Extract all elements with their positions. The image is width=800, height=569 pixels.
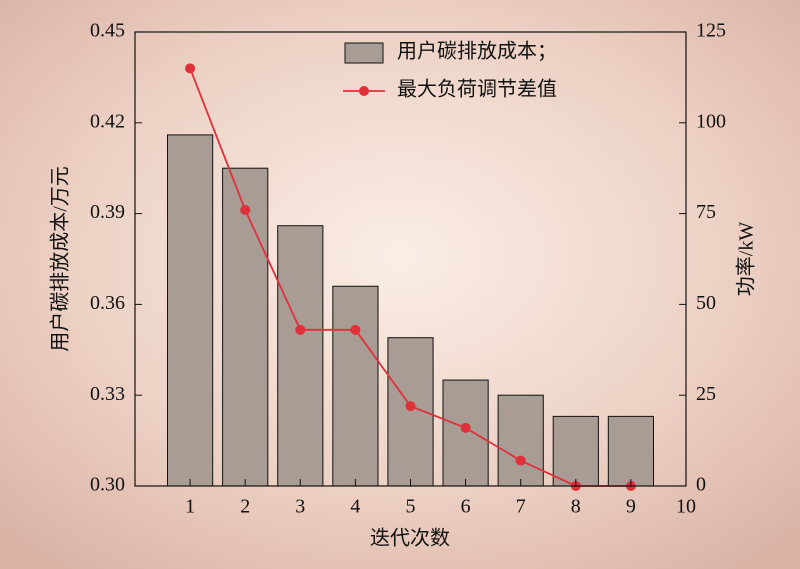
x-tick-label: 4 [350, 496, 360, 518]
legend-marker [359, 86, 369, 96]
x-tick-label: 7 [516, 496, 526, 518]
line-marker [460, 422, 471, 433]
x-axis-label: 迭代次数 [370, 527, 450, 550]
bar [497, 394, 544, 487]
y-tick-label: 0.42 [90, 110, 125, 132]
bar [332, 285, 379, 487]
y2-tick-label: 125 [696, 20, 726, 42]
legend-label: 最大负荷调节差值 [397, 78, 557, 101]
bar [222, 167, 269, 487]
y-tick-label: 0.39 [90, 201, 125, 223]
x-tick-label: 5 [406, 496, 416, 518]
bar [442, 379, 489, 487]
line-marker [185, 63, 196, 74]
bar [167, 134, 214, 487]
bar [277, 225, 324, 487]
x-tick-label: 2 [240, 496, 250, 518]
x-tick-label: 8 [571, 496, 581, 518]
x-tick-label: 10 [676, 496, 696, 518]
y-axis-label: 用户碳排放成本/万元 [49, 166, 72, 352]
y2-tick-label: 50 [696, 292, 716, 314]
line-marker [240, 204, 251, 215]
y2-tick-label: 25 [696, 383, 716, 405]
bar [552, 415, 599, 487]
y2-tick-label: 0 [696, 474, 706, 496]
legend-swatch [344, 42, 384, 64]
y2-tick-label: 100 [696, 110, 726, 132]
bar [607, 415, 654, 487]
x-tick-label: 9 [626, 496, 636, 518]
line-marker [515, 455, 526, 466]
line-marker [405, 401, 416, 412]
y2-axis-label: 功率/kW [735, 222, 758, 297]
x-tick-label: 1 [185, 496, 195, 518]
line-marker [350, 324, 361, 335]
legend-label: 用户碳排放成本； [397, 40, 557, 63]
x-tick-label: 3 [295, 496, 305, 518]
y-tick-label: 0.30 [90, 474, 125, 496]
line-marker [295, 324, 306, 335]
y-tick-label: 0.45 [90, 20, 125, 42]
y-tick-label: 0.36 [90, 292, 125, 314]
y2-tick-label: 75 [696, 201, 716, 223]
x-tick-label: 6 [461, 496, 471, 518]
y-tick-label: 0.33 [90, 383, 125, 405]
